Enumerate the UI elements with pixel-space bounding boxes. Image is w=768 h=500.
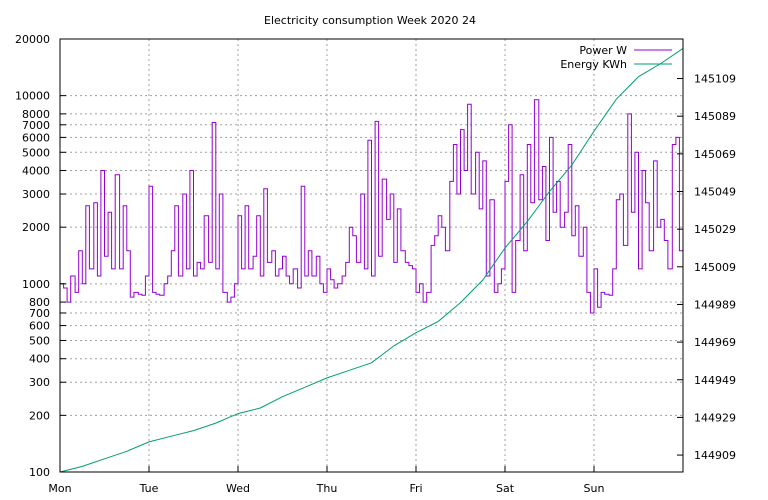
left-tick-label: 3000 — [22, 188, 50, 201]
x-tick-label: Wed — [226, 482, 250, 495]
right-tick-label: 145109 — [694, 73, 736, 86]
x-tick-label: Thu — [316, 482, 338, 495]
right-tick-label: 144969 — [694, 336, 736, 349]
right-tick-label: 145069 — [694, 148, 736, 161]
right-tick-label: 145049 — [694, 185, 736, 198]
left-tick-label: 6000 — [22, 131, 50, 144]
left-tick-label: 20000 — [15, 33, 50, 46]
legend-label-power: Power W — [579, 44, 627, 57]
left-tick-label: 4000 — [22, 165, 50, 178]
left-tick-label: 700 — [29, 307, 50, 320]
left-tick-label: 400 — [29, 353, 50, 366]
right-tick-label: 145089 — [694, 110, 736, 123]
chart-title: Electricity consumption Week 2020 24 — [264, 14, 476, 27]
left-tick-label: 800 — [29, 296, 50, 309]
right-tick-label: 145029 — [694, 223, 736, 236]
legend-label-energy: Energy KWh — [560, 58, 627, 71]
left-tick-label: 500 — [29, 334, 50, 347]
left-tick-label: 100 — [29, 466, 50, 479]
x-tick-label: Fri — [409, 482, 422, 495]
left-tick-label: 300 — [29, 376, 50, 389]
left-tick-label: 5000 — [22, 146, 50, 159]
series-layer — [59, 47, 684, 473]
left-tick-label: 200 — [29, 409, 50, 422]
right-tick-label: 144949 — [694, 374, 736, 387]
plot-frame — [59, 38, 684, 473]
series-power-line — [60, 99, 683, 314]
left-tick-label: 10000 — [15, 90, 50, 103]
right-tick-label: 144989 — [694, 298, 736, 311]
left-tick-label: 2000 — [22, 221, 50, 234]
right-tick-label: 145009 — [694, 261, 736, 274]
left-tick-label: 7000 — [22, 119, 50, 132]
right-tick-label: 144909 — [694, 449, 736, 462]
left-tick-label: 8000 — [22, 108, 50, 121]
x-tick-label: Tue — [139, 482, 159, 495]
left-tick-label: 1000 — [22, 278, 50, 291]
x-tick-label: Sat — [496, 482, 515, 495]
left-tick-label: 600 — [29, 320, 50, 333]
x-tick-label: Mon — [48, 482, 71, 495]
right-tick-label: 144929 — [694, 411, 736, 424]
series-energy-line — [59, 47, 684, 473]
x-tick-label: Sun — [584, 482, 605, 495]
legend: Power W Energy KWh — [560, 44, 672, 71]
